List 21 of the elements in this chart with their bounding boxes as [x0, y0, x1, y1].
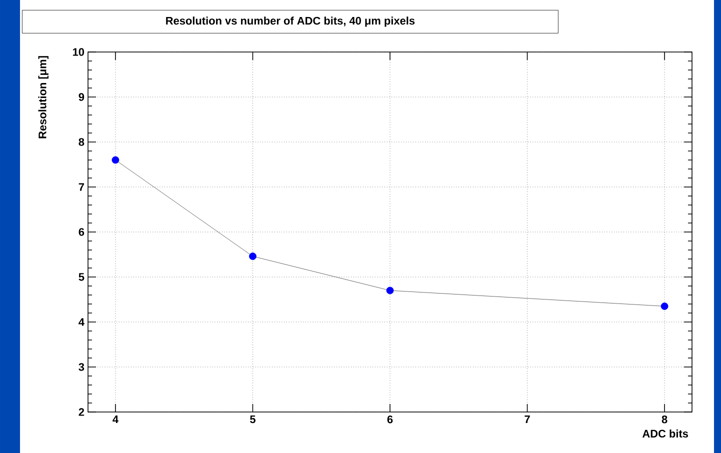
x-tick-label: 5 [250, 416, 256, 424]
x-tick-label: 4 [112, 416, 118, 424]
x-tick-label: 7 [524, 416, 530, 424]
point [386, 286, 394, 294]
y-tick-label: 4 [78, 318, 84, 326]
point [660, 302, 668, 310]
point [249, 252, 256, 260]
y-tick-label: 10 [72, 48, 84, 56]
y-tick-label: 5 [78, 273, 84, 281]
y-tick-label: 6 [78, 228, 84, 236]
y-tick-label: 3 [78, 363, 84, 371]
y-tick-label: 7 [78, 183, 84, 191]
x-tick-label: 6 [387, 416, 393, 424]
x-axis-title: ADC bits [642, 430, 688, 438]
x-tick-label: 8 [662, 416, 668, 424]
y-tick-label: 2 [78, 408, 84, 416]
point [112, 156, 120, 164]
y-axis-title: Resolution [μm] [38, 56, 48, 138]
y-tick-label: 8 [78, 138, 84, 146]
y-tick-label: 9 [78, 93, 84, 101]
chart-title: Resolution vs number of ADC bits, 40 μm pixels [166, 16, 415, 27]
